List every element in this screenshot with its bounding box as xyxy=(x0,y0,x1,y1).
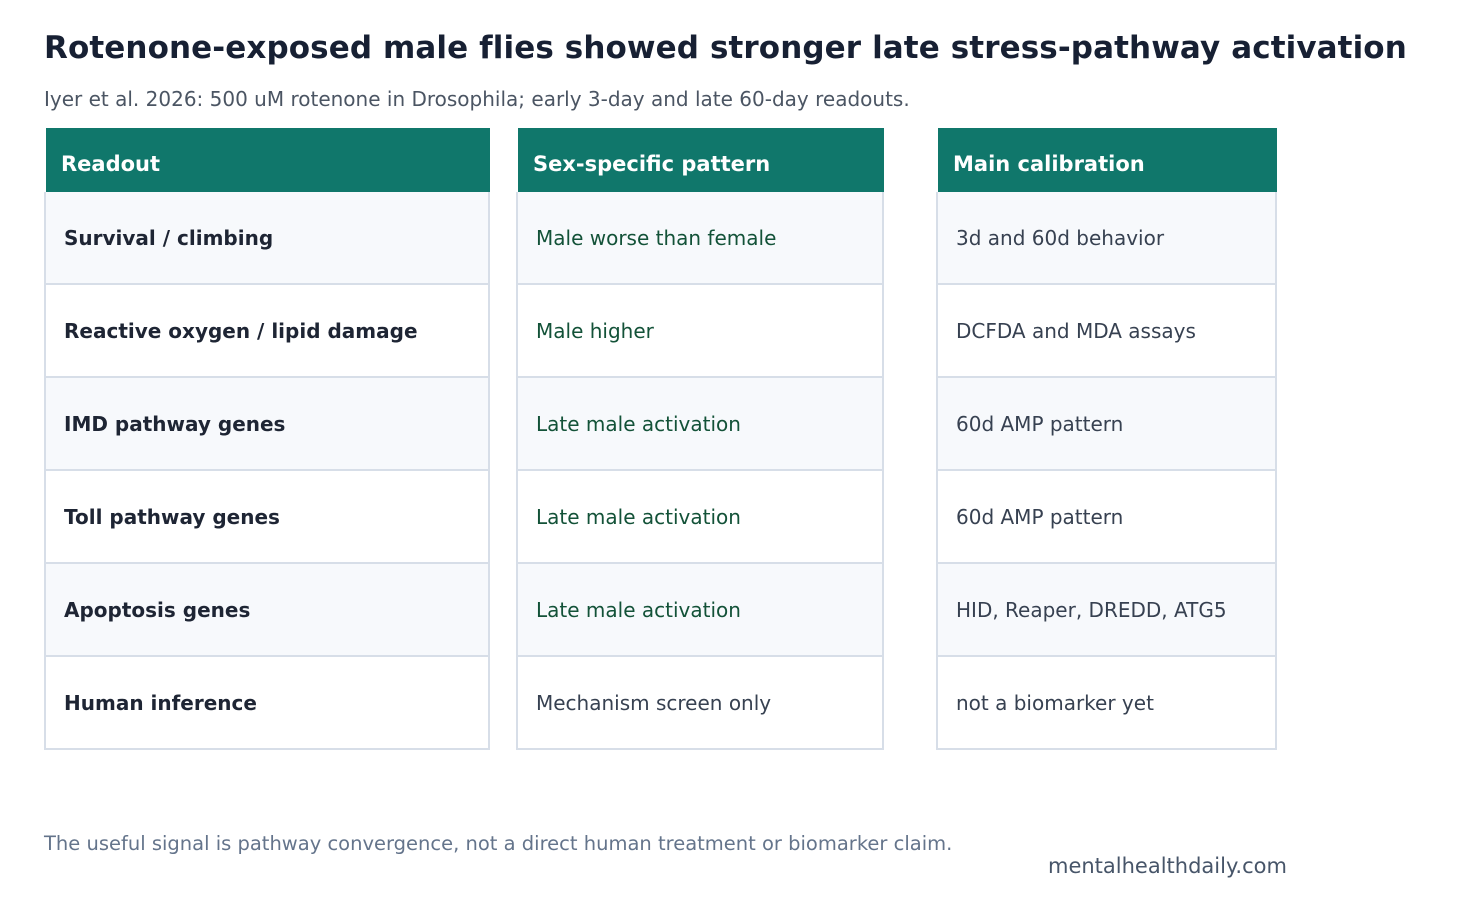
header-calibration: Main calibration xyxy=(938,128,1277,192)
pattern-cell: Late male activation xyxy=(516,564,884,657)
calibration-cell: DCFDA and MDA assays xyxy=(936,285,1277,378)
calibration-column: Main calibration 3d and 60d behavior DCF… xyxy=(936,128,1277,750)
readout-column: Readout Survival / climbing Reactive oxy… xyxy=(44,128,490,750)
pattern-cell: Late male activation xyxy=(516,471,884,564)
calibration-cell: 60d AMP pattern xyxy=(936,471,1277,564)
calibration-cell: HID, Reaper, DREDD, ATG5 xyxy=(936,564,1277,657)
readout-cell: Survival / climbing xyxy=(44,192,490,285)
pattern-cell: Male worse than female xyxy=(516,192,884,285)
pattern-cell: Late male activation xyxy=(516,378,884,471)
readout-cell: Toll pathway genes xyxy=(44,471,490,564)
calibration-cell: 60d AMP pattern xyxy=(936,378,1277,471)
readout-cell: IMD pathway genes xyxy=(44,378,490,471)
header-readout: Readout xyxy=(46,128,490,192)
pattern-column: Sex-specific pattern Male worse than fem… xyxy=(516,128,884,750)
page-subtitle: Iyer et al. 2026: 500 uM rotenone in Dro… xyxy=(44,87,910,111)
calibration-cell: 3d and 60d behavior xyxy=(936,192,1277,285)
page-title: Rotenone-exposed male flies showed stron… xyxy=(44,30,1407,66)
calibration-cell: not a biomarker yet xyxy=(936,657,1277,750)
brand-link[interactable]: mentalhealthdaily.com xyxy=(1048,854,1287,878)
header-pattern: Sex-specific pattern xyxy=(518,128,884,192)
pattern-cell: Male higher xyxy=(516,285,884,378)
readout-cell: Reactive oxygen / lipid damage xyxy=(44,285,490,378)
readout-cell: Apoptosis genes xyxy=(44,564,490,657)
readout-cell: Human inference xyxy=(44,657,490,750)
footnote: The useful signal is pathway convergence… xyxy=(44,832,953,855)
pattern-cell: Mechanism screen only xyxy=(516,657,884,750)
